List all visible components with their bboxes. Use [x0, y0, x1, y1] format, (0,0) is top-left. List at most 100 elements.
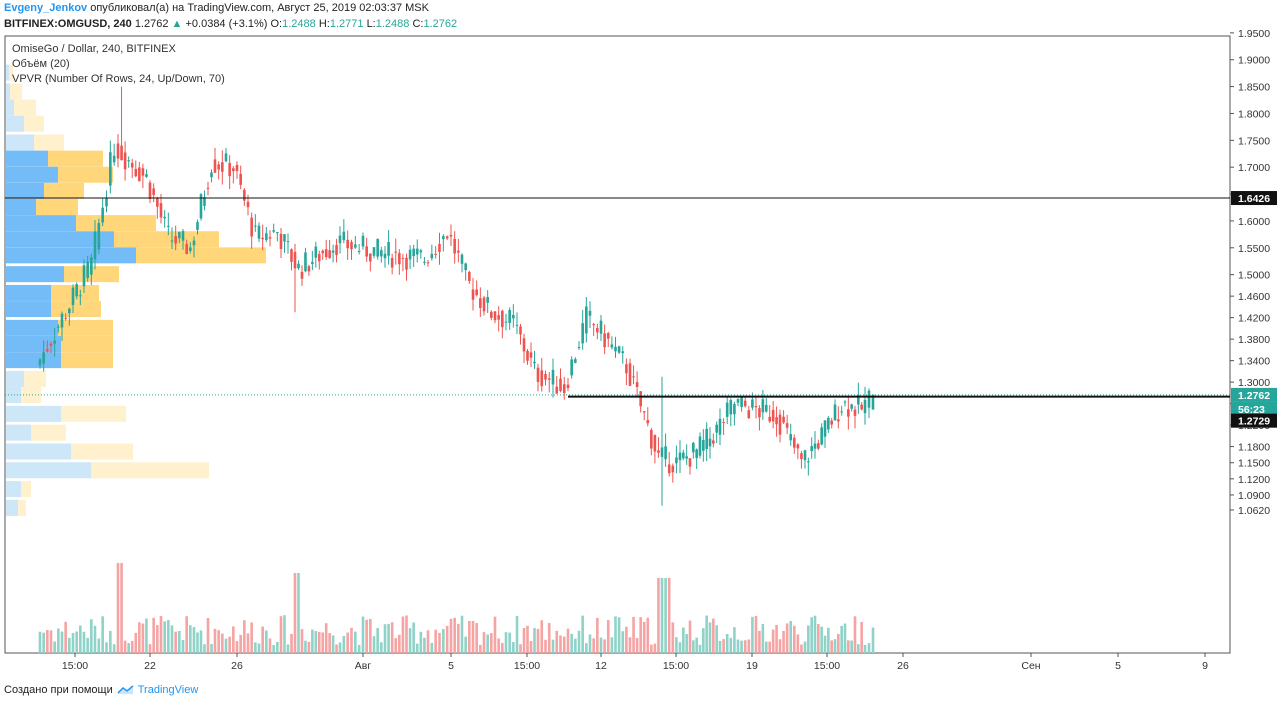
volume-bar [206, 617, 210, 653]
volume-bar [789, 621, 793, 653]
volume-bar [346, 632, 349, 653]
price-label-box [1231, 401, 1277, 416]
volume-bar [493, 616, 497, 653]
candle-body [614, 346, 617, 352]
volume-bar [566, 628, 570, 653]
candle-body [369, 253, 372, 262]
candle-body [807, 461, 810, 463]
vpvr-up-bar [6, 481, 21, 498]
author-link[interactable]: Evgeny_Jenkov [4, 2, 88, 14]
candle-body [152, 188, 155, 195]
volume-bar [290, 633, 293, 653]
volume-bar [508, 632, 511, 653]
price-label-text: 1.2762 [1238, 390, 1270, 402]
candle-body [415, 248, 419, 255]
volume-bar [293, 573, 297, 653]
vpvr-down-bar [51, 301, 101, 318]
candle-body [217, 164, 220, 170]
candle-body [130, 162, 134, 168]
candle-body [588, 310, 592, 316]
volume-bar [708, 622, 712, 653]
candle-body [493, 311, 497, 321]
volume-bar [304, 640, 307, 653]
volume-bar [606, 620, 610, 653]
volume-bar [365, 619, 368, 653]
candle-body [559, 378, 562, 392]
y-tick-label: 1.3400 [1238, 356, 1270, 368]
volume-bar [614, 616, 617, 653]
vpvr-down-bar [114, 231, 219, 248]
volume-bar [101, 616, 104, 653]
volume-bar [196, 632, 199, 653]
volume-bar [761, 624, 765, 653]
candle-body [394, 251, 398, 253]
candle-body [698, 436, 702, 456]
tradingview-brand[interactable]: TradingView [117, 684, 198, 696]
volume-bar [497, 638, 500, 653]
candle-body [60, 313, 64, 328]
candle-body [232, 168, 235, 172]
candle-body [653, 434, 657, 452]
vpvr-up-bar [6, 335, 61, 352]
volume-bar [342, 635, 346, 653]
candle-body [736, 399, 740, 403]
candle-body [297, 263, 300, 269]
volume-bar [156, 625, 159, 653]
candle-body [796, 444, 800, 449]
volume-bar [380, 642, 383, 653]
volume-bar [585, 643, 588, 653]
candle-body [464, 263, 467, 271]
volume-bar [64, 621, 67, 653]
volume-bar [768, 641, 772, 653]
x-tick-label: Авг [355, 660, 372, 672]
volume-bar [250, 622, 253, 653]
candle-body [206, 187, 210, 189]
volume-bar [479, 644, 482, 653]
candle-body [148, 182, 152, 199]
volume-bar [729, 637, 733, 653]
candle-body [276, 232, 279, 234]
candle-body [761, 399, 765, 413]
volume-bar [599, 637, 603, 653]
volume-bar [405, 615, 408, 653]
volume-bar [159, 615, 163, 653]
candle-body [196, 221, 199, 230]
candle-body [664, 446, 667, 460]
volume-bar [733, 627, 736, 653]
candle-body [722, 421, 725, 423]
y-tick-label: 1.3000 [1238, 377, 1270, 389]
volume-bar [457, 623, 460, 653]
volume-bar [297, 573, 300, 653]
candle-body [304, 252, 307, 272]
volume-bar [430, 642, 434, 653]
volume-bar [751, 616, 754, 653]
candle-body [501, 310, 504, 328]
candle-body [210, 172, 213, 178]
candle-body [519, 326, 522, 335]
candle-body [71, 287, 75, 306]
volume-bar [847, 640, 850, 653]
candle-body [250, 217, 253, 237]
y-tick-label: 1.6000 [1238, 216, 1270, 228]
candle-body [390, 258, 394, 268]
volume-bar [867, 643, 871, 653]
volume-bar [702, 628, 705, 653]
candle-body [246, 201, 250, 208]
vpvr-down-bar [36, 198, 78, 215]
volume-bar [596, 617, 599, 653]
volume-bar [239, 634, 242, 653]
high-value: 1.2771 [329, 18, 364, 30]
candle-body [660, 447, 664, 457]
volume-bar [678, 642, 682, 653]
x-tick-label: 15:00 [663, 660, 689, 672]
volume-bar [361, 616, 365, 653]
candle-body [170, 240, 174, 242]
candle-body [438, 243, 441, 252]
candle-body [79, 295, 82, 297]
volume-bar [657, 578, 660, 653]
x-tick-label: 22 [144, 660, 156, 672]
candle-body [625, 364, 628, 374]
vpvr-down-bar [24, 115, 44, 132]
